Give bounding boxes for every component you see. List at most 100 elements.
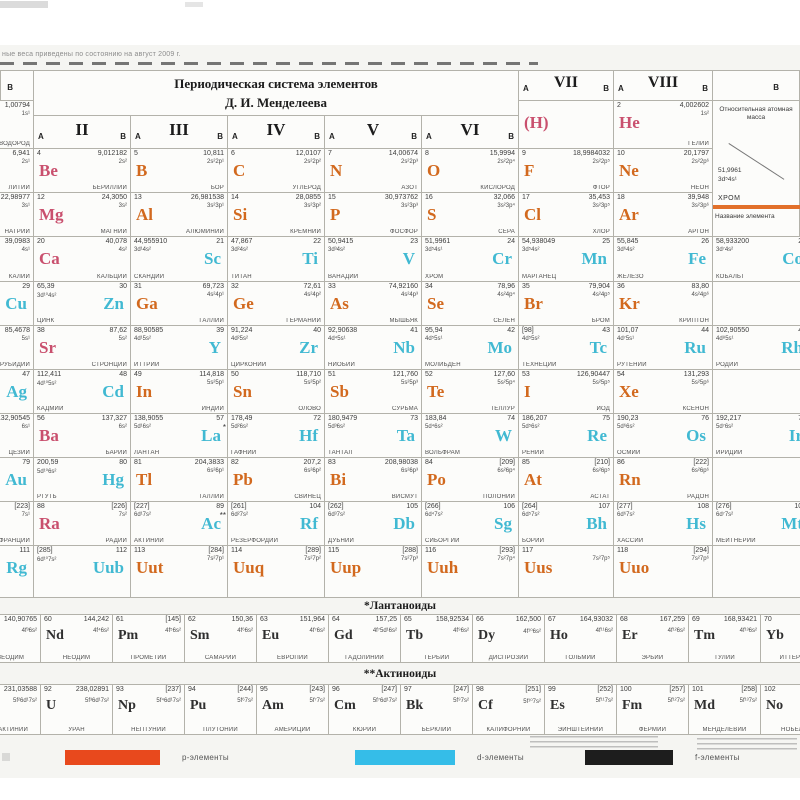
electron-config: 7s²7p⁴	[497, 556, 515, 562]
element-symbol: Be	[39, 161, 58, 180]
atomic-mass: 44,955910	[134, 238, 168, 245]
element-name: ТЕРБИЙ	[423, 655, 450, 661]
element-symbol: Cr	[492, 249, 512, 268]
electron-config: 3d⁵4s²	[522, 247, 540, 253]
atomic-mass: 39,948	[687, 194, 709, 201]
element-symbol: Sn	[233, 382, 252, 401]
atomic-mass: 208,98038	[384, 459, 418, 466]
element-symbol: Ba	[39, 426, 59, 445]
electron-config: 5f¹¹7s²	[595, 698, 613, 704]
electron-config: 5d⁴6s²	[425, 424, 443, 430]
atomic-number: 51	[328, 371, 336, 378]
atomic-mass: 178,49	[231, 415, 253, 422]
element-name: СЕЛЕН	[493, 318, 515, 324]
atomic-mass: [257]	[669, 686, 685, 693]
electron-config: 3d³4s²	[328, 247, 346, 253]
electron-config: 6s²	[118, 424, 127, 430]
electron-config: 4f⁵6s²	[165, 628, 181, 634]
element-name: СУРЬМА	[392, 406, 418, 412]
element-cell-Os: 76 190,23 5d⁶6s² Os ОСМИЙ	[613, 413, 713, 458]
element-cell-Pu: 94 [244] 5f⁶7s² Pu ПЛУТОНИЙ	[184, 684, 257, 735]
element-cell-Mn: 25 54,938049 3d⁵4s² Mn МАРГАНЕЦ	[518, 236, 614, 282]
electron-config: 2s¹	[21, 159, 30, 165]
element-name: КОБАЛЬТ	[716, 274, 745, 280]
element-name: ТАЛЛИЙ	[198, 494, 224, 500]
atomic-number: 61	[116, 616, 124, 623]
atomic-number: 15	[328, 194, 336, 201]
atomic-number: 21	[216, 238, 224, 245]
element-symbol: Si	[233, 205, 248, 224]
element-name: КИСЛОРОД	[480, 185, 515, 191]
element-cell-Pb: 82 207,2 6s²6p² Pb СВИНЕЦ	[227, 457, 325, 502]
table-title: Периодическая система элементов Д. И. Ме…	[33, 70, 519, 116]
element-name: ЦИНК	[37, 318, 55, 324]
element-name: ВОДОРОД	[0, 141, 30, 147]
electron-config: 4f⁷6s²	[309, 628, 325, 634]
electron-config: 4s²4p²	[303, 292, 321, 298]
atomic-mass: 12,0107	[295, 150, 321, 157]
electron-config: 5f¹³7s²	[739, 698, 757, 704]
electron-config: 5f³6d¹7s²	[84, 698, 109, 704]
atomic-mass: 1,00794	[4, 102, 30, 109]
atomic-mass: 22,98977	[0, 194, 30, 201]
element-cell-Dy: 66 162,500 4f¹⁰6s² Dy ДИСПРОЗИЙ	[472, 614, 545, 663]
atomic-number: 85	[522, 459, 530, 466]
element-cell-Y: 39 88,90585 4d¹5s² Y ИТТРИЙ	[130, 325, 228, 370]
element-name: АЗОТ	[401, 185, 418, 191]
element-symbol: V	[402, 249, 415, 268]
electron-config: 2s²2p⁴	[497, 159, 515, 165]
group-numeral: V	[366, 120, 380, 139]
electron-config: 4f⁷5d¹6s²	[372, 628, 397, 634]
element-cell-B: 5 10,811 2s²2p¹ B БОР	[130, 148, 228, 193]
element-name: ИРИДИЙ	[716, 450, 743, 456]
atomic-mass: 74,92160	[388, 283, 418, 290]
atomic-number: 64	[332, 616, 340, 623]
atomic-number: 6	[231, 150, 235, 157]
electron-config: 3s²	[118, 203, 127, 209]
atomic-mass: [247]	[453, 686, 469, 693]
element-symbol: Al	[136, 205, 153, 224]
element-name: РЕЗЕРФОРДИЙ	[231, 538, 279, 544]
element-cell-Br: 35 79,904 4s²4p⁵ Br БРОМ	[518, 281, 614, 326]
atomic-number: 47	[22, 371, 30, 378]
atomic-mass: [227]	[134, 503, 150, 510]
element-cell-Fe: 26 55,845 3d⁶4s² Fe ЖЕЛЕЗО	[613, 236, 713, 282]
element-name: АЛЮМИНИЙ	[185, 229, 224, 235]
element-symbol: U	[46, 698, 57, 713]
electron-config: 4s¹	[21, 247, 30, 253]
atomic-mass: 85,4678	[4, 327, 30, 334]
element-name: ГАДОЛИНИЙ	[345, 655, 384, 661]
element-name: ЭРБИЙ	[641, 655, 664, 661]
atomic-number: 31	[134, 283, 142, 290]
atomic-mass: 79,904	[588, 283, 610, 290]
atomic-mass: 15,9994	[489, 150, 515, 157]
element-symbol: C	[233, 161, 246, 180]
element-name: ТИТАН	[231, 274, 252, 280]
element-name: ИНДИЙ	[201, 406, 224, 412]
element-cell-Cs: 55 132,90545 6s¹ Cs ЦЕЗИЙ	[0, 413, 34, 458]
element-cell-At: 85 [210] 6s²6p⁵ At АСТАТ	[518, 457, 614, 502]
element-cell-Zn: 30 65,39 3d¹⁰4s² Zn ЦИНК	[33, 281, 131, 326]
element-symbol: S	[427, 205, 437, 224]
atomic-mass: 126,90447	[576, 371, 610, 378]
electron-config: 5s²5p³	[400, 380, 418, 386]
electron-config: 3s²3p⁴	[497, 203, 515, 209]
electron-config: 3s²3p¹	[206, 203, 224, 209]
element-name: БЕРИЛЛИЙ	[92, 185, 127, 191]
atomic-number: 36	[617, 283, 625, 290]
element-symbol: Uub	[92, 558, 124, 577]
atomic-mass: 167,259	[659, 616, 685, 623]
element-cell-Hf: 72 178,49 5d²6s² Hf ГАФНИЙ	[227, 413, 325, 458]
element-symbol: Tc	[589, 338, 607, 357]
element-symbol: Ga	[136, 294, 158, 313]
group-header-right-B: В	[712, 70, 800, 101]
atomic-number: 63	[260, 616, 268, 623]
element-symbol: Mg	[39, 205, 64, 224]
electron-config: 4d⁸5s¹	[716, 336, 734, 342]
element-cell-O: 8 15,9994 2s²2p⁴ O КИСЛОРОД	[421, 148, 519, 193]
element-name: ВОЛЬФРАМ	[425, 450, 461, 456]
atomic-number: 111	[19, 547, 30, 554]
element-cell-Ra: 88 [226] 7s² Ra РАДИЙ	[33, 501, 131, 546]
element-symbol: I	[524, 382, 531, 401]
